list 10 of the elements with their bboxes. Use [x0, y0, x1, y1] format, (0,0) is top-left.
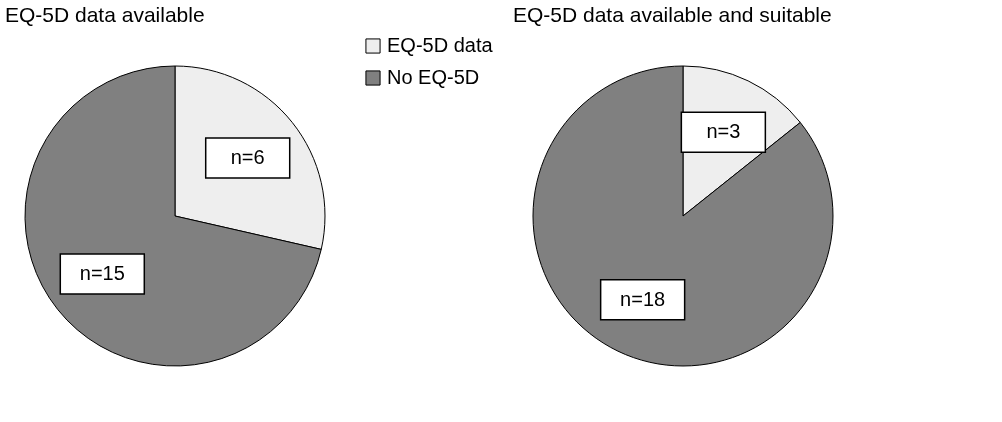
chart-title: EQ-5D data available and suitable: [513, 3, 832, 26]
pie-slice: [24, 65, 322, 367]
data-label: n=15: [79, 261, 125, 284]
legend-label: EQ-5D data: [387, 34, 494, 56]
chart-title: EQ-5D data available: [5, 3, 205, 26]
data-label: n=3: [706, 120, 741, 143]
data-label: n=18: [620, 287, 666, 310]
legend-label: No EQ-5D: [387, 66, 480, 88]
data-label: n=6: [230, 146, 265, 169]
pie-slice: [532, 65, 834, 367]
